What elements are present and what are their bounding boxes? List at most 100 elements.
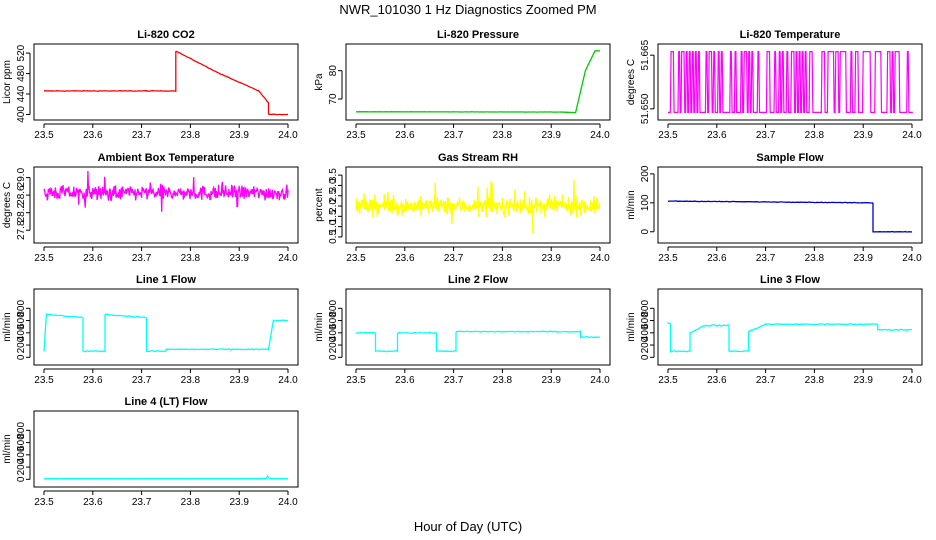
panel-rh: Gas Stream RH 23.5 23.6 23.7 23.8 23.9 24.0 0.5…	[314, 152, 611, 264]
panel-title: Line 1 Flow	[136, 274, 196, 286]
y-tick-label: 200	[16, 336, 27, 353]
y-tick-label: 400	[16, 106, 27, 123]
y-tick-label: 28.6	[16, 185, 27, 205]
y-tick-label: 27.8	[16, 220, 27, 240]
y-tick-label: 440	[16, 85, 27, 102]
panel-title: Li-820 CO2	[137, 29, 194, 41]
panel-line1: Line 1 Flow 23.5 23.6 23.7 23.8 23.9 24.0 02004…	[2, 274, 299, 386]
series-line	[43, 474, 288, 480]
x-tick-label: 23.7	[132, 130, 152, 141]
y-tick-label: 400	[640, 324, 651, 341]
x-tick-label: 23.9	[541, 130, 561, 141]
plot-frame	[657, 288, 923, 366]
x-tick-label: 23.7	[132, 497, 152, 508]
y-tick-label: 600	[640, 312, 651, 329]
y-axis-title: ml/min	[2, 312, 13, 341]
x-tick-label: 23.6	[707, 375, 727, 386]
series-line	[668, 51, 913, 113]
x-tick-label: 23.5	[34, 130, 54, 141]
y-tick-label: 51.650	[640, 93, 651, 124]
x-tick-label: 23.5	[346, 375, 366, 386]
x-tick-label: 23.8	[181, 130, 201, 141]
y-tick-label: 400	[328, 324, 339, 341]
y-axis-title: degrees C	[2, 182, 13, 228]
x-tick-label: 23.7	[756, 375, 776, 386]
x-tick-label: 24.0	[902, 375, 922, 386]
series-line	[44, 50, 289, 116]
y-tick-label: 0.5	[328, 230, 339, 244]
figure-xlabel: Hour of Day (UTC)	[414, 519, 522, 534]
x-tick-label: 23.9	[229, 253, 249, 264]
panel-title: Line 3 Flow	[760, 274, 820, 286]
x-tick-label: 23.6	[83, 130, 103, 141]
panel-title: Li-820 Pressure	[437, 29, 519, 41]
y-tick-label: 800	[328, 300, 339, 317]
x-tick-label: 23.6	[83, 497, 103, 508]
x-tick-label: 23.5	[34, 375, 54, 386]
x-tick-label: 24.0	[590, 130, 610, 141]
y-tick-label: 520	[16, 44, 27, 61]
x-tick-label: 23.8	[805, 253, 825, 264]
plot-frame	[345, 288, 611, 366]
x-tick-label: 23.8	[805, 130, 825, 141]
y-tick-label: 1.5	[328, 209, 339, 223]
x-tick-label: 23.9	[853, 130, 873, 141]
y-axis-title: percent	[314, 188, 325, 222]
y-tick-label: 1.0	[328, 219, 339, 233]
plot-frame	[345, 166, 611, 244]
x-tick-label: 23.6	[707, 253, 727, 264]
y-tick-label: 200	[640, 336, 651, 353]
panel-title: Ambient Box Temperature	[98, 152, 235, 164]
y-axis-title: Licor ppm	[2, 60, 13, 104]
y-tick-label: 200	[16, 458, 27, 475]
x-tick-label: 23.8	[493, 253, 513, 264]
x-tick-label: 23.5	[34, 497, 54, 508]
x-tick-label: 23.7	[756, 253, 776, 264]
x-tick-label: 23.9	[229, 375, 249, 386]
x-tick-label: 23.5	[658, 130, 678, 141]
x-tick-label: 24.0	[590, 375, 610, 386]
series-line	[43, 170, 289, 212]
y-tick-label: 200	[328, 336, 339, 353]
x-tick-label: 23.8	[493, 130, 513, 141]
panel-li820temp: Li-820 Temperature 23.5 23.6 23.7 23.8 23.9 24…	[626, 29, 923, 141]
x-tick-label: 23.8	[181, 497, 201, 508]
x-tick-label: 23.7	[444, 375, 464, 386]
x-tick-label: 23.8	[493, 375, 513, 386]
plot-frame	[33, 43, 299, 121]
x-tick-label: 24.0	[278, 253, 298, 264]
x-tick-label: 23.9	[853, 253, 873, 264]
plot-frame	[657, 43, 923, 121]
x-tick-label: 23.8	[805, 375, 825, 386]
y-axis-title: degrees C	[626, 59, 637, 105]
chart-panels: Li-820 CO2 23.5 23.6 23.7 23.8 23.9 24.0 400 440…	[2, 29, 923, 508]
x-tick-label: 23.7	[132, 375, 152, 386]
x-tick-label: 24.0	[278, 497, 298, 508]
x-tick-label: 23.8	[181, 375, 201, 386]
x-tick-label: 24.0	[278, 375, 298, 386]
x-tick-label: 23.6	[83, 253, 103, 264]
y-tick-label: 0	[328, 354, 339, 360]
panel-line4: Line 4 (LT) Flow 23.5 23.6 23.7 23.8 23.9 24.0…	[2, 396, 299, 508]
y-tick-label: 2.5	[328, 188, 339, 202]
y-tick-label: 800	[16, 300, 27, 317]
y-tick-label: 51.665	[640, 39, 651, 70]
panel-title: Gas Stream RH	[438, 152, 518, 164]
x-tick-label: 24.0	[902, 253, 922, 264]
y-tick-label: 2.0	[328, 199, 339, 213]
x-tick-label: 23.9	[853, 375, 873, 386]
x-tick-label: 23.7	[444, 253, 464, 264]
plot-frame	[33, 166, 299, 244]
y-tick-label: 29.0	[16, 167, 27, 187]
x-tick-label: 23.6	[707, 130, 727, 141]
y-tick-label: 3.0	[328, 178, 339, 192]
series-line	[43, 313, 289, 353]
x-tick-label: 23.5	[346, 253, 366, 264]
y-tick-label: 0	[640, 354, 651, 360]
x-tick-label: 23.5	[658, 253, 678, 264]
y-axis-title: ml/min	[2, 434, 13, 463]
x-tick-label: 23.6	[395, 253, 415, 264]
y-tick-label: 3.5	[328, 168, 339, 182]
panel-line2: Line 2 Flow 23.5 23.6 23.7 23.8 23.9 24.0 02004…	[314, 274, 611, 386]
